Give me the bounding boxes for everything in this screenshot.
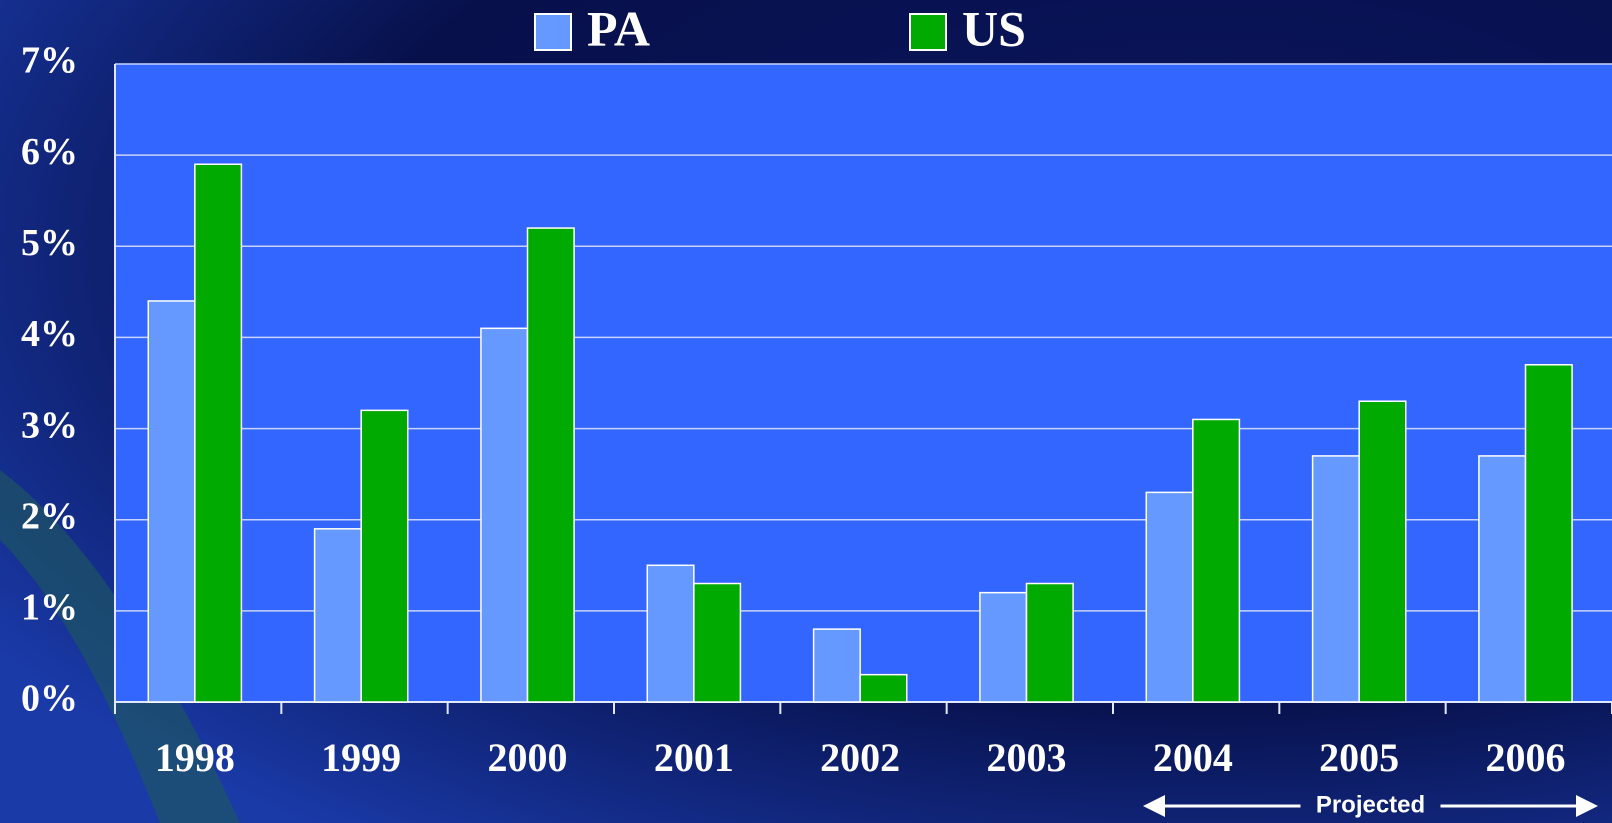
x-tick-label: 2003 — [987, 735, 1067, 780]
bar — [814, 629, 861, 702]
y-tick-label: 0% — [21, 678, 78, 720]
x-tick-label: 2002 — [820, 735, 900, 780]
page: {"chart_data": {"type": "bar", "categori… — [0, 0, 1612, 823]
bar — [1027, 584, 1074, 702]
legend-label: PA — [587, 0, 650, 56]
x-tick-label: 1999 — [321, 735, 401, 780]
bar — [481, 328, 528, 702]
legend-label: US — [962, 0, 1026, 56]
x-tick-label: 2005 — [1319, 735, 1399, 780]
bar — [647, 565, 694, 702]
y-tick-label: 7% — [21, 40, 78, 82]
y-tick-label: 4% — [21, 313, 78, 355]
x-tick-label: 2000 — [488, 735, 568, 780]
x-tick-label: 1998 — [155, 735, 235, 780]
y-tick-label: 3% — [21, 404, 78, 446]
bar — [860, 675, 907, 702]
bar — [528, 228, 575, 702]
bar — [1526, 365, 1573, 702]
bar — [980, 593, 1027, 702]
y-tick-label: 1% — [21, 587, 78, 629]
chart: 0% 1% 2% 3% 4% 5% 6% 7% 1998 1999 2000 2001 2002 2003… — [0, 0, 1612, 823]
bar — [315, 529, 362, 702]
bar — [195, 164, 242, 702]
bar — [361, 410, 408, 702]
legend-swatch — [535, 14, 571, 50]
bar — [1313, 456, 1360, 702]
bar — [1146, 492, 1193, 702]
bar — [1359, 401, 1406, 702]
legend-swatch — [910, 14, 946, 50]
x-tick-label: 2001 — [654, 735, 734, 780]
x-tick-label: 2006 — [1486, 735, 1566, 780]
y-tick-label: 6% — [21, 131, 78, 173]
bar — [694, 584, 741, 702]
bar — [1479, 456, 1526, 702]
y-tick-label: 2% — [21, 495, 78, 537]
bar — [1193, 419, 1240, 702]
x-tick-label: 2004 — [1153, 735, 1233, 780]
y-tick-label: 5% — [21, 222, 78, 264]
bar — [148, 301, 195, 702]
annotation: Projected — [1316, 791, 1425, 818]
